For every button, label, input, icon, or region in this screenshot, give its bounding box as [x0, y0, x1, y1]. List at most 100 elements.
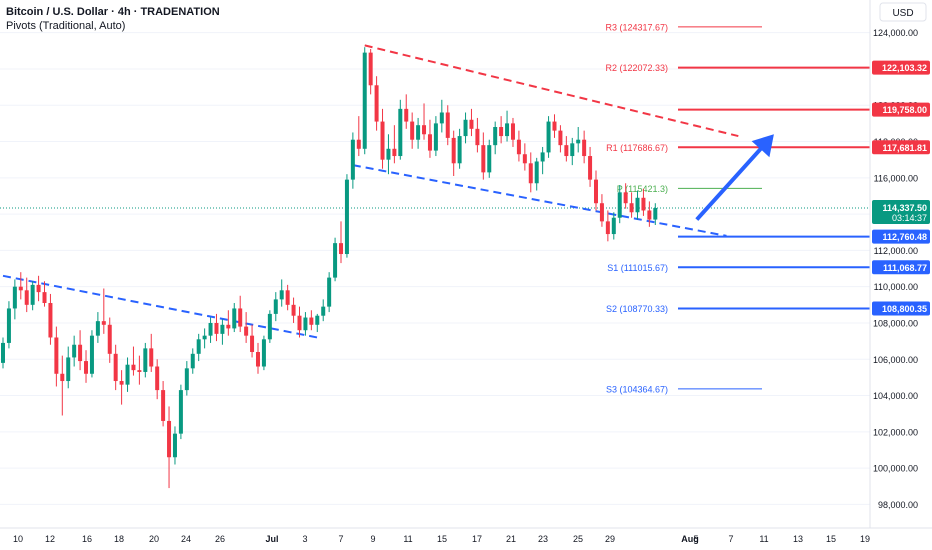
price-tag-r1b — [872, 102, 930, 117]
candle-body — [647, 210, 652, 220]
candle — [380, 108, 385, 169]
candle-body — [427, 134, 432, 151]
candle — [552, 114, 557, 138]
candle — [24, 277, 29, 313]
price-tick-label: 98,000.00 — [878, 500, 918, 510]
candle-body — [220, 324, 225, 334]
candle — [641, 188, 646, 216]
currency-label[interactable]: USD — [892, 8, 913, 19]
candle-body — [368, 52, 373, 86]
candle-body — [161, 390, 166, 421]
candle — [457, 128, 462, 169]
trendline-old-downtrend — [2, 274, 318, 339]
candle-body — [505, 123, 510, 137]
candle-body — [493, 127, 498, 146]
candle — [617, 185, 622, 224]
candle-body — [208, 322, 213, 336]
candle-body — [279, 290, 284, 300]
countdown-text: 03:14:37 — [892, 213, 927, 223]
candle — [339, 221, 344, 264]
trendline-support-channel — [352, 164, 727, 237]
candle — [36, 275, 41, 302]
candle — [564, 136, 569, 162]
candle-body — [66, 357, 71, 382]
candle — [42, 281, 47, 307]
candle — [493, 121, 498, 155]
candle — [327, 272, 332, 313]
candle-body — [12, 286, 17, 309]
pivot-label-p: P (115421.3) — [617, 184, 668, 194]
candle — [149, 333, 154, 372]
candle — [570, 137, 575, 166]
candle-body — [54, 337, 59, 374]
time-tick-label: 26 — [215, 534, 225, 544]
candle — [250, 324, 255, 358]
candle — [588, 146, 593, 187]
price-tag-r2 — [872, 60, 930, 75]
candle-body — [261, 339, 266, 367]
candle-body — [202, 335, 207, 340]
candle-body — [60, 373, 65, 382]
candle — [89, 330, 94, 378]
candle — [427, 119, 432, 158]
indicator-label[interactable]: Pivots (Traditional, Auto) — [6, 20, 125, 32]
candle-body — [149, 348, 154, 367]
candle — [416, 117, 421, 149]
candle-body — [522, 154, 527, 164]
candle-body — [356, 139, 361, 149]
price-tick-label: 102,000.00 — [873, 427, 918, 437]
currency-button[interactable]: USD — [879, 2, 927, 22]
price-tag-text-s2: 108,800.35 — [882, 304, 927, 314]
candle-body — [475, 128, 480, 146]
candle — [505, 110, 510, 142]
candle-body — [101, 321, 106, 325]
candle-body — [285, 290, 290, 305]
candle — [445, 105, 450, 146]
candle-body — [321, 306, 326, 316]
candle — [374, 76, 379, 131]
candle — [309, 310, 314, 331]
candle-body — [528, 163, 533, 184]
price-tag-text-s0: 112,760.48 — [882, 232, 927, 242]
candle-body — [629, 203, 634, 213]
price-tags-layer: 122,103.32 119,758.00 117,681.81 112,760.48… — [872, 60, 930, 316]
pivot-label-r3: R3 (124317.67) — [605, 22, 668, 32]
candle-body — [172, 433, 177, 458]
candle — [516, 130, 521, 162]
candle — [238, 295, 243, 333]
time-tick-label: 3 — [302, 534, 307, 544]
price-tag-text-s1: 111,068.77 — [883, 263, 927, 273]
candle-body — [244, 326, 249, 336]
candle — [463, 112, 468, 144]
candle-body — [457, 136, 462, 164]
candle — [18, 272, 23, 300]
candle — [344, 174, 349, 258]
candle — [410, 112, 415, 149]
candle — [54, 326, 59, 387]
candle — [321, 299, 326, 322]
arrow-layer — [695, 134, 774, 221]
candle — [475, 117, 480, 153]
pivot-label-r2: R2 (122072.33) — [605, 63, 668, 73]
candle — [113, 344, 118, 391]
last-price-text: 114,337.50 — [882, 203, 927, 213]
candle — [611, 212, 616, 240]
candle — [635, 190, 640, 220]
candle-body — [362, 52, 367, 149]
candle-body — [333, 243, 338, 278]
candle-body — [36, 284, 41, 293]
candle — [155, 359, 160, 400]
candle — [196, 333, 201, 362]
time-tick-label: 9 — [370, 534, 375, 544]
candle-body — [588, 156, 593, 180]
candle-body — [564, 145, 569, 157]
candle — [267, 310, 272, 343]
candle-body — [155, 366, 160, 391]
price-tick-label: 106,000.00 — [873, 355, 918, 365]
candle-body — [196, 339, 201, 354]
candle-body — [167, 420, 172, 458]
currency-button-frame[interactable] — [879, 2, 927, 22]
